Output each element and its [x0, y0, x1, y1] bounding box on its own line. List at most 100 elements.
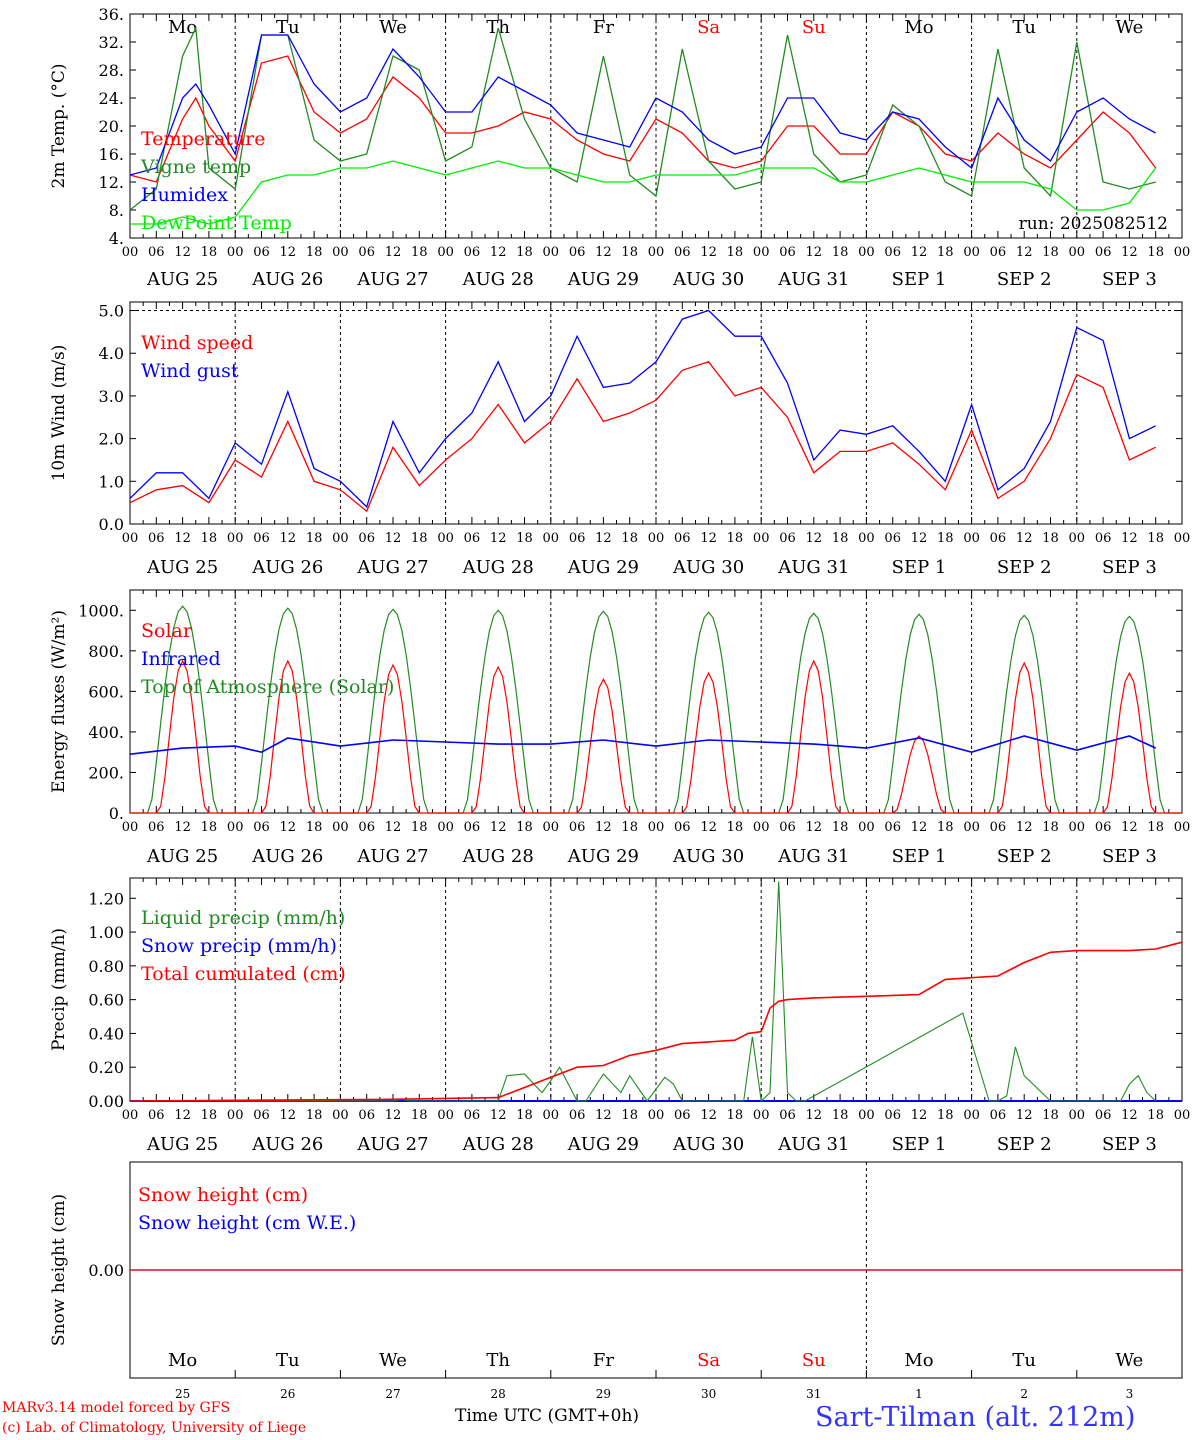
panel-3-ytick-label: 800. — [88, 642, 124, 661]
panel-5-day-number: 27 — [385, 1387, 400, 1401]
panel-4-hour-label: 06 — [253, 1108, 270, 1123]
panel-1-hour-label: 12 — [1121, 245, 1138, 260]
panel-4-date-label: AUG 29 — [567, 1134, 639, 1155]
panel-3-hour-label: 12 — [1121, 820, 1138, 835]
panel-3-date-label: SEP 3 — [1102, 846, 1157, 867]
panel-4-hour-label: 06 — [990, 1108, 1007, 1123]
panel-1-hour-label: 12 — [806, 245, 823, 260]
panel-2-date-label: SEP 2 — [997, 557, 1052, 578]
panel-1-hour-label: 00 — [437, 245, 454, 260]
panel-4-hour-label: 12 — [174, 1108, 191, 1123]
panel-2-date-label: AUG 28 — [462, 557, 534, 578]
panel-4-ytick-label: 0.80 — [88, 957, 124, 976]
panel-3-hour-label: 06 — [569, 820, 586, 835]
panel-3-series-1 — [130, 659, 1182, 814]
panel-1-date-label: AUG 31 — [777, 269, 849, 290]
panel-1-date-label: AUG 28 — [462, 269, 534, 290]
panel-5-day-number: 25 — [175, 1387, 190, 1401]
panel-3-hour-label: 18 — [1042, 820, 1059, 835]
panel-5-day-number: 1 — [915, 1387, 923, 1401]
panel-1-hour-label: 18 — [201, 245, 218, 260]
panel-2-hour-label: 06 — [1095, 531, 1112, 546]
panel-4-hour-label: 00 — [122, 1108, 139, 1123]
panel-1-hour-label: 06 — [779, 245, 796, 260]
panel-1-hour-label: 00 — [332, 245, 349, 260]
panel-2-hour-label: 18 — [516, 531, 533, 546]
panel-3-legend-1: Solar — [141, 620, 193, 642]
panel-2-hour-label: 12 — [280, 531, 297, 546]
panel-5-day-name: Fr — [593, 1350, 614, 1371]
panel-3-hour-label: 12 — [385, 820, 402, 835]
panel-2-date-label: AUG 27 — [356, 557, 428, 578]
panel-4-hour-label: 06 — [884, 1108, 901, 1123]
panel-3-hour-label: 12 — [911, 820, 928, 835]
panel-3-date-label: AUG 30 — [672, 846, 744, 867]
panel-2-hour-label: 00 — [963, 531, 980, 546]
panel-4-date-label: AUG 26 — [251, 1134, 323, 1155]
panel-4-hour-label: 12 — [700, 1108, 717, 1123]
panel-4-hour-label: 06 — [358, 1108, 375, 1123]
panel-3-ytick-label: 600. — [88, 682, 124, 701]
panel-3-date-label: AUG 27 — [356, 846, 428, 867]
panel-3-hour-label: 12 — [280, 820, 297, 835]
panel-3-hour-label: 06 — [1095, 820, 1112, 835]
panel-5-day-name: Mo — [904, 1350, 933, 1371]
panel-5-day-number: 31 — [806, 1387, 821, 1401]
panel-2-hour-label: 06 — [674, 531, 691, 546]
panel-3-hour-label: 00 — [332, 820, 349, 835]
panel-5-day-number: 28 — [491, 1387, 506, 1401]
panel-1-hour-label: 18 — [516, 245, 533, 260]
panel-2-date-label: AUG 25 — [146, 557, 218, 578]
panel-3-hour-label: 18 — [411, 820, 428, 835]
panel-4-date-label: AUG 25 — [146, 1134, 218, 1155]
panel-3-hour-label: 06 — [779, 820, 796, 835]
panel-2-hour-label: 12 — [174, 531, 191, 546]
panel-3-ytick-label: 0. — [109, 804, 124, 823]
panel-5-day-name: Mo — [168, 1350, 197, 1371]
panel-2-hour-label: 18 — [201, 531, 218, 546]
panel-2-ytick-label: 4.0 — [99, 344, 124, 363]
panel-1-legend-1: Temperature — [141, 128, 265, 150]
panel-1-hour-label: 00 — [1174, 245, 1191, 260]
panel-2-hour-label: 00 — [122, 531, 139, 546]
panel-2-hour-label: 06 — [884, 531, 901, 546]
panel-1-hour-label: 00 — [753, 245, 770, 260]
panel-2-hour-label: 00 — [1174, 531, 1191, 546]
panel-2-date-label: SEP 3 — [1102, 557, 1157, 578]
panel-5-day-name: Th — [486, 1350, 510, 1371]
panel-2-hour-label: 00 — [543, 531, 560, 546]
panel-3-hour-label: 12 — [595, 820, 612, 835]
panel-1-ytick-label: 28. — [99, 61, 124, 80]
panel-4-hour-label: 06 — [674, 1108, 691, 1123]
panel-3-date-label: AUG 28 — [462, 846, 534, 867]
panel-3-hour-label: 12 — [490, 820, 507, 835]
panel-1-hour-label: 00 — [648, 245, 665, 260]
panel-1-hour-label: 12 — [280, 245, 297, 260]
panel-2-ytick-label: 5.0 — [99, 302, 124, 321]
panel-1-hour-label: 00 — [122, 245, 139, 260]
panel-3-legend-3: Top of Atmosphere (Solar) — [141, 676, 394, 698]
panel-1-day-name: Tu — [1012, 17, 1036, 38]
panel-2-hour-label: 00 — [858, 531, 875, 546]
panel-2-hour-label: 00 — [753, 531, 770, 546]
panel-5-day-number: 29 — [596, 1387, 611, 1401]
panel-2-hour-label: 18 — [832, 531, 849, 546]
x-axis-title: Time UTC (GMT+0h) — [455, 1406, 640, 1426]
panel-1-hour-label: 18 — [832, 245, 849, 260]
panel-4-hour-label: 18 — [937, 1108, 954, 1123]
panel-2-hour-label: 06 — [253, 531, 270, 546]
panel-1-hour-label: 06 — [1095, 245, 1112, 260]
panel-1-date-label: AUG 29 — [567, 269, 639, 290]
panel-4-ytick-label: 1.00 — [88, 923, 124, 942]
panel-2-ylabel: 10m Wind (m/s) — [49, 345, 69, 482]
panel-4-hour-label: 18 — [516, 1108, 533, 1123]
panel-3-ytick-label: 400. — [88, 723, 124, 742]
panel-2-ytick-label: 0.0 — [99, 515, 124, 534]
panel-3-hour-label: 00 — [1069, 820, 1086, 835]
panel-2-hour-label: 12 — [385, 531, 402, 546]
panel-3-date-label: SEP 2 — [997, 846, 1052, 867]
panel-4-hour-label: 18 — [201, 1108, 218, 1123]
panel-3-date-label: AUG 26 — [251, 846, 323, 867]
panel-4-ytick-label: 0.20 — [88, 1058, 124, 1077]
